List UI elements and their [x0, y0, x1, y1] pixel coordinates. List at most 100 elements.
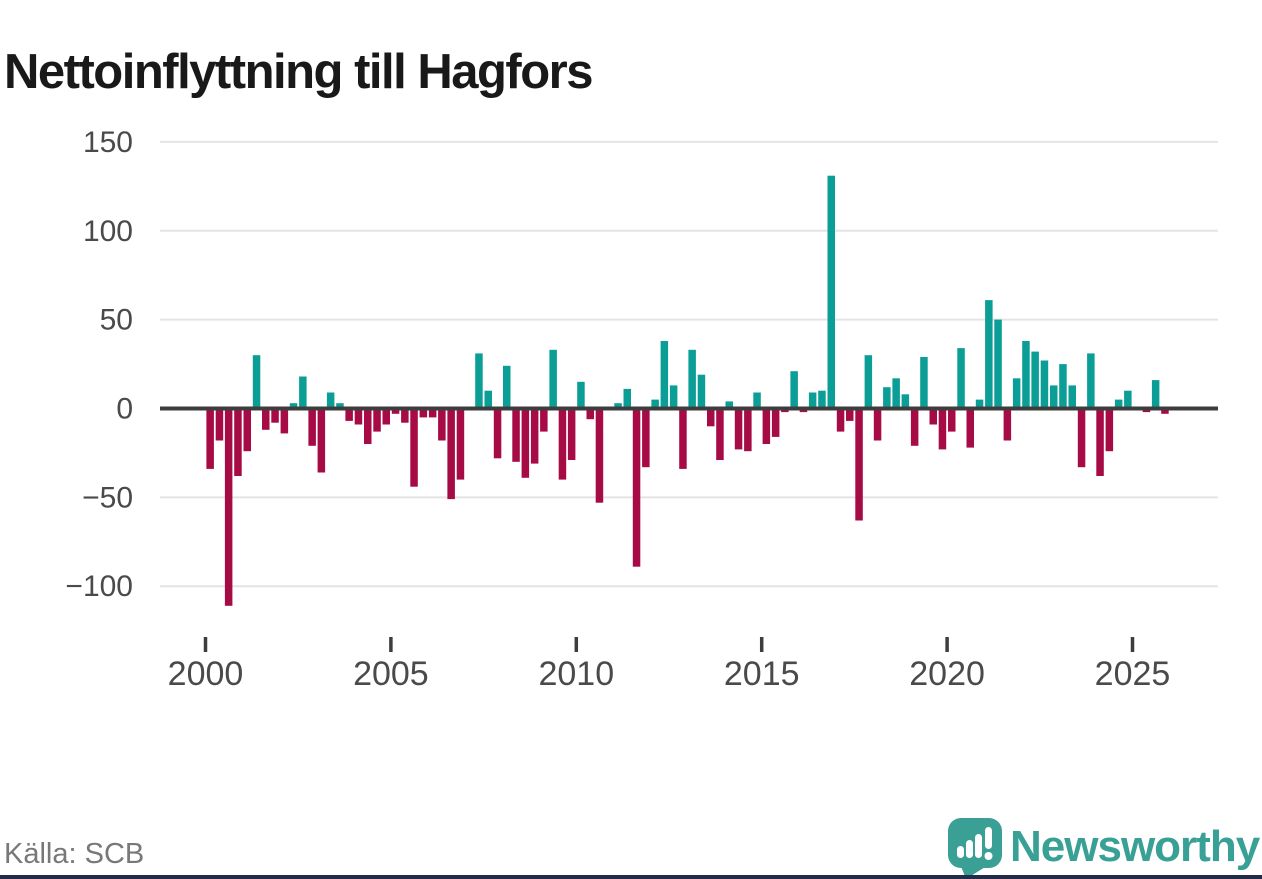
bar — [948, 408, 956, 432]
bar — [1161, 408, 1169, 414]
y-tick-label: 0 — [116, 393, 133, 426]
bar — [651, 399, 659, 409]
bar — [345, 408, 353, 421]
x-tick-label: 2020 — [909, 655, 985, 693]
bar — [790, 371, 798, 409]
bar — [428, 408, 437, 418]
bar — [1114, 399, 1123, 409]
y-tick-label: −100 — [65, 570, 133, 603]
bar — [391, 408, 400, 414]
bar — [503, 365, 511, 409]
y-tick-label: 150 — [83, 126, 133, 159]
bar — [280, 408, 289, 434]
bar — [707, 408, 715, 427]
bar — [975, 399, 984, 409]
bar — [808, 392, 817, 409]
bar — [642, 408, 650, 468]
bar — [929, 408, 937, 425]
bar — [836, 408, 845, 432]
bar — [317, 408, 326, 473]
x-tick-label: 2010 — [538, 655, 614, 693]
bar — [1050, 385, 1058, 409]
bar — [401, 408, 409, 423]
bar — [512, 408, 520, 462]
bar — [373, 408, 381, 432]
bar — [855, 408, 863, 521]
bar — [549, 349, 557, 409]
bar — [1040, 360, 1049, 409]
bar — [493, 408, 502, 459]
bar — [966, 408, 974, 448]
bar — [920, 357, 928, 409]
bar — [771, 408, 780, 437]
bar — [567, 408, 576, 460]
y-tick-label: −50 — [82, 481, 133, 514]
bar — [623, 388, 631, 409]
bar — [262, 408, 270, 430]
bar — [734, 408, 743, 450]
bar — [1096, 408, 1104, 476]
bar — [447, 408, 455, 500]
bar — [725, 401, 733, 409]
y-tick-label: 100 — [83, 215, 133, 248]
bar — [1105, 408, 1114, 452]
bar — [1022, 341, 1030, 409]
y-tick-label: 50 — [100, 304, 133, 337]
bar — [299, 376, 307, 409]
bar — [271, 408, 279, 423]
bar — [1124, 390, 1132, 409]
bottom-accent-strip — [0, 875, 1262, 879]
brand-logo: Newsworthy — [946, 816, 1262, 879]
bar — [252, 355, 261, 409]
bar — [910, 408, 919, 446]
bar — [326, 392, 335, 409]
bar — [864, 355, 873, 409]
bar — [243, 408, 251, 452]
bar — [410, 408, 418, 487]
bar — [595, 408, 604, 503]
x-tick-label: 2000 — [168, 655, 244, 693]
bar — [586, 408, 594, 420]
bar — [530, 408, 539, 464]
bar — [994, 319, 1002, 409]
bar — [827, 175, 835, 409]
x-tick-label: 2015 — [724, 655, 800, 693]
source-label: Källa: SCB — [4, 838, 145, 870]
bar — [1077, 408, 1086, 468]
bar — [1087, 353, 1095, 409]
bar — [660, 341, 669, 409]
bar — [762, 408, 771, 444]
bar — [716, 408, 724, 460]
bar — [289, 403, 298, 409]
bar — [1003, 408, 1012, 441]
bar — [336, 403, 344, 409]
bar — [744, 408, 752, 452]
bar — [215, 408, 224, 441]
bar — [1059, 364, 1067, 409]
bar — [540, 408, 548, 432]
bar — [419, 408, 428, 418]
bar — [669, 385, 678, 409]
bar — [475, 353, 483, 409]
x-tick-label: 2025 — [1095, 655, 1171, 693]
bar — [558, 408, 567, 480]
bar — [753, 392, 761, 409]
bar — [697, 374, 706, 409]
bar — [484, 390, 492, 409]
bar — [883, 387, 891, 409]
bar — [1031, 351, 1039, 409]
bar — [688, 349, 696, 409]
bar — [438, 408, 446, 441]
bar — [873, 408, 882, 441]
bar — [364, 408, 372, 444]
bar — [206, 408, 214, 469]
bar — [1068, 385, 1076, 409]
x-tick-label: 2005 — [353, 655, 429, 693]
bar — [234, 408, 242, 476]
bar — [456, 408, 465, 480]
bar — [354, 408, 363, 425]
bar — [382, 408, 390, 425]
bar — [308, 408, 316, 446]
bar — [985, 300, 993, 409]
